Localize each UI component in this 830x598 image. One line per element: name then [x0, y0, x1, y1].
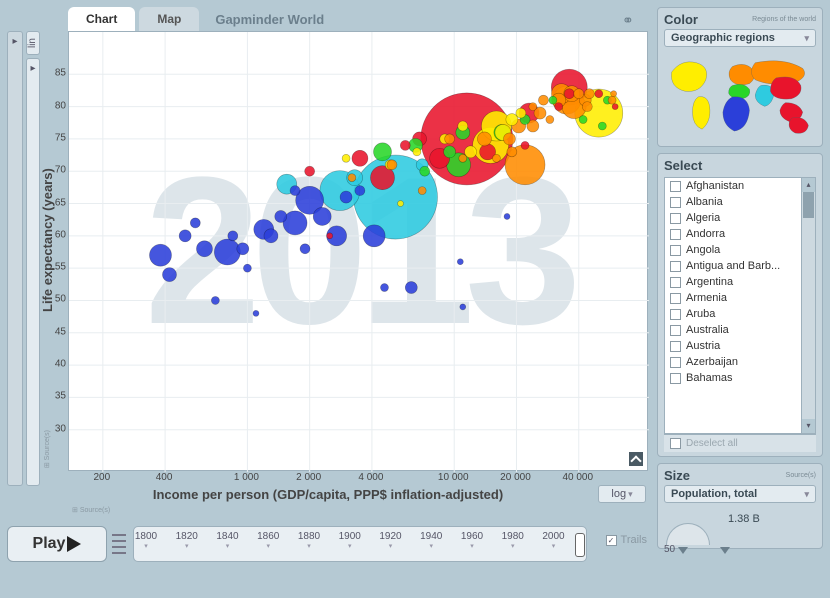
country-row[interactable]: Albania: [665, 194, 815, 210]
country-row[interactable]: Bahamas: [665, 370, 815, 386]
country-row[interactable]: Angola: [665, 242, 815, 258]
scroll-up-icon[interactable]: ▴: [802, 178, 815, 192]
size-panel-subtitle[interactable]: Source(s): [786, 472, 816, 479]
country-checkbox[interactable]: [670, 293, 681, 304]
trails-toggle[interactable]: ✓ Trails: [606, 534, 647, 546]
size-gauge[interactable]: 50 1.38 B: [664, 505, 816, 549]
x-scale-selector[interactable]: log: [598, 485, 646, 503]
country-row[interactable]: Azerbaijan: [665, 354, 815, 370]
world-map-legend[interactable]: [664, 51, 816, 139]
color-panel-title: Color: [664, 12, 698, 27]
country-row[interactable]: Australia: [665, 322, 815, 338]
country-row[interactable]: Algeria: [665, 210, 815, 226]
country-checkbox[interactable]: [670, 197, 681, 208]
country-checkbox[interactable]: [670, 277, 681, 288]
x-axis-label[interactable]: Income per person (GDP/capita, PPP$ infl…: [68, 487, 588, 502]
x-ticks: 2004001 0002 0004 00010 00020 00040 000: [68, 472, 648, 486]
scroll-thumb[interactable]: [803, 192, 814, 218]
country-scrollbar[interactable]: ▴ ▾: [801, 178, 815, 433]
x-source-label[interactable]: Source(s): [72, 506, 110, 514]
y-ticks: 303540455055606570758085: [48, 31, 66, 471]
y-axis-config-strip[interactable]: ▸: [26, 58, 40, 486]
color-panel: Color Regions of the world Geographic reg…: [657, 7, 823, 147]
tab-chart[interactable]: Chart: [68, 7, 135, 31]
speed-control[interactable]: [112, 530, 126, 558]
country-row[interactable]: Antigua and Barb...: [665, 258, 815, 274]
country-checkbox[interactable]: [670, 213, 681, 224]
country-list[interactable]: AfghanistanAlbaniaAlgeriaAndorraAngolaAn…: [664, 177, 816, 434]
country-checkbox[interactable]: [670, 373, 681, 384]
select-panel: Select AfghanistanAlbaniaAlgeriaAndorraA…: [657, 153, 823, 457]
country-row[interactable]: Aruba: [665, 306, 815, 322]
link-icon[interactable]: ⚭: [622, 12, 634, 29]
country-checkbox[interactable]: [670, 245, 681, 256]
play-icon: [67, 536, 81, 552]
play-button[interactable]: Play: [7, 526, 107, 562]
country-checkbox[interactable]: [670, 341, 681, 352]
brand-title: Gapminder World: [215, 12, 324, 27]
country-row[interactable]: Armenia: [665, 290, 815, 306]
country-checkbox[interactable]: [670, 229, 681, 240]
y-scale-selector[interactable]: lin: [26, 31, 40, 55]
expand-icon[interactable]: [629, 452, 643, 466]
country-checkbox[interactable]: [670, 325, 681, 336]
timeline-slider[interactable]: 1800182018401860188019001920194019601980…: [133, 526, 587, 562]
timeline-handle[interactable]: [575, 533, 585, 557]
trails-checkbox[interactable]: ✓: [606, 535, 617, 546]
size-selector[interactable]: Population, total: [664, 485, 816, 503]
y-axis-indicator-strip[interactable]: ▸: [7, 31, 23, 486]
color-selector[interactable]: Geographic regions: [664, 29, 816, 47]
country-checkbox[interactable]: [670, 181, 681, 192]
country-checkbox[interactable]: [670, 261, 681, 272]
size-panel-title: Size: [664, 468, 690, 483]
country-checkbox[interactable]: [670, 357, 681, 368]
country-row[interactable]: Andorra: [665, 226, 815, 242]
country-row[interactable]: Argentina: [665, 274, 815, 290]
country-checkbox[interactable]: [670, 309, 681, 320]
scroll-down-icon[interactable]: ▾: [802, 419, 815, 433]
country-row[interactable]: Austria: [665, 338, 815, 354]
tab-map[interactable]: Map: [139, 7, 199, 31]
bubble-chart[interactable]: 2013: [68, 31, 648, 471]
select-panel-title: Select: [664, 158, 816, 173]
deselect-all[interactable]: Deselect all: [664, 434, 816, 452]
color-panel-subtitle[interactable]: Regions of the world: [752, 16, 816, 23]
size-panel: Size Source(s) Population, total 50 1.38 …: [657, 463, 823, 549]
country-row[interactable]: Afghanistan: [665, 178, 815, 194]
